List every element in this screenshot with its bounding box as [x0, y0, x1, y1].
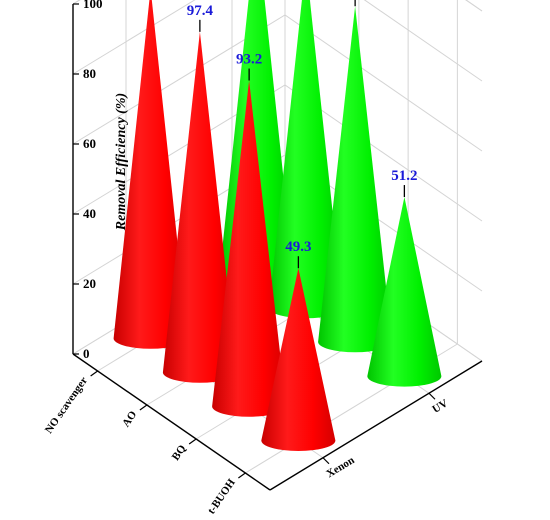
cone-uv-3: [367, 185, 442, 387]
z-tick-label: 40: [83, 206, 96, 221]
series-label: UV: [430, 397, 450, 416]
category-axis-line: [72, 353, 271, 491]
cone-surface: [212, 80, 287, 417]
cone-xenon-1: [162, 19, 237, 383]
cone-xenon-0: [113, 0, 188, 349]
cone-surface: [113, 0, 188, 349]
z-tick-label: 60: [83, 136, 96, 151]
z-tick-label: 20: [83, 276, 96, 291]
cone-uv-2: [318, 0, 393, 353]
cone-uv-1: [268, 0, 343, 319]
gridline-z: [72, 0, 483, 82]
data-label: 49.3: [285, 239, 311, 255]
series-tick: [322, 457, 330, 465]
series-label: Xenon: [324, 454, 356, 480]
data-label: 93.2: [236, 52, 262, 68]
series-tick: [428, 392, 436, 400]
box-top-edge: [72, 0, 483, 12]
cone-surface: [268, 0, 343, 319]
cone-surface: [367, 197, 442, 387]
gridline-z: [72, 0, 483, 12]
cone-surface: [261, 268, 336, 451]
category-tick: [90, 370, 98, 377]
axes-layer: [72, 3, 483, 491]
cone-xenon-3: [261, 256, 336, 451]
category-tick: [188, 438, 197, 445]
cone-surface: [162, 31, 237, 383]
category-tick: [238, 472, 246, 479]
data-label: 97.4: [187, 3, 214, 19]
z-tick-label: 0: [83, 346, 90, 361]
z-axis-title: Removal Efficiency (%): [114, 93, 129, 231]
cones-layer: [113, 0, 442, 451]
category-tick: [139, 404, 148, 411]
series-axis-line: [269, 360, 483, 491]
data-label: 51.2: [391, 168, 417, 184]
z-tick-label: 80: [83, 66, 96, 81]
cone-surface: [318, 6, 393, 353]
category-label: NO scavenger: [43, 375, 90, 436]
category-label: t-BUOH: [205, 477, 238, 517]
category-label: AO: [120, 409, 139, 430]
category-label: BQ: [170, 443, 189, 463]
z-tick-label: 100: [83, 0, 103, 11]
cone-xenon-2: [212, 68, 287, 417]
